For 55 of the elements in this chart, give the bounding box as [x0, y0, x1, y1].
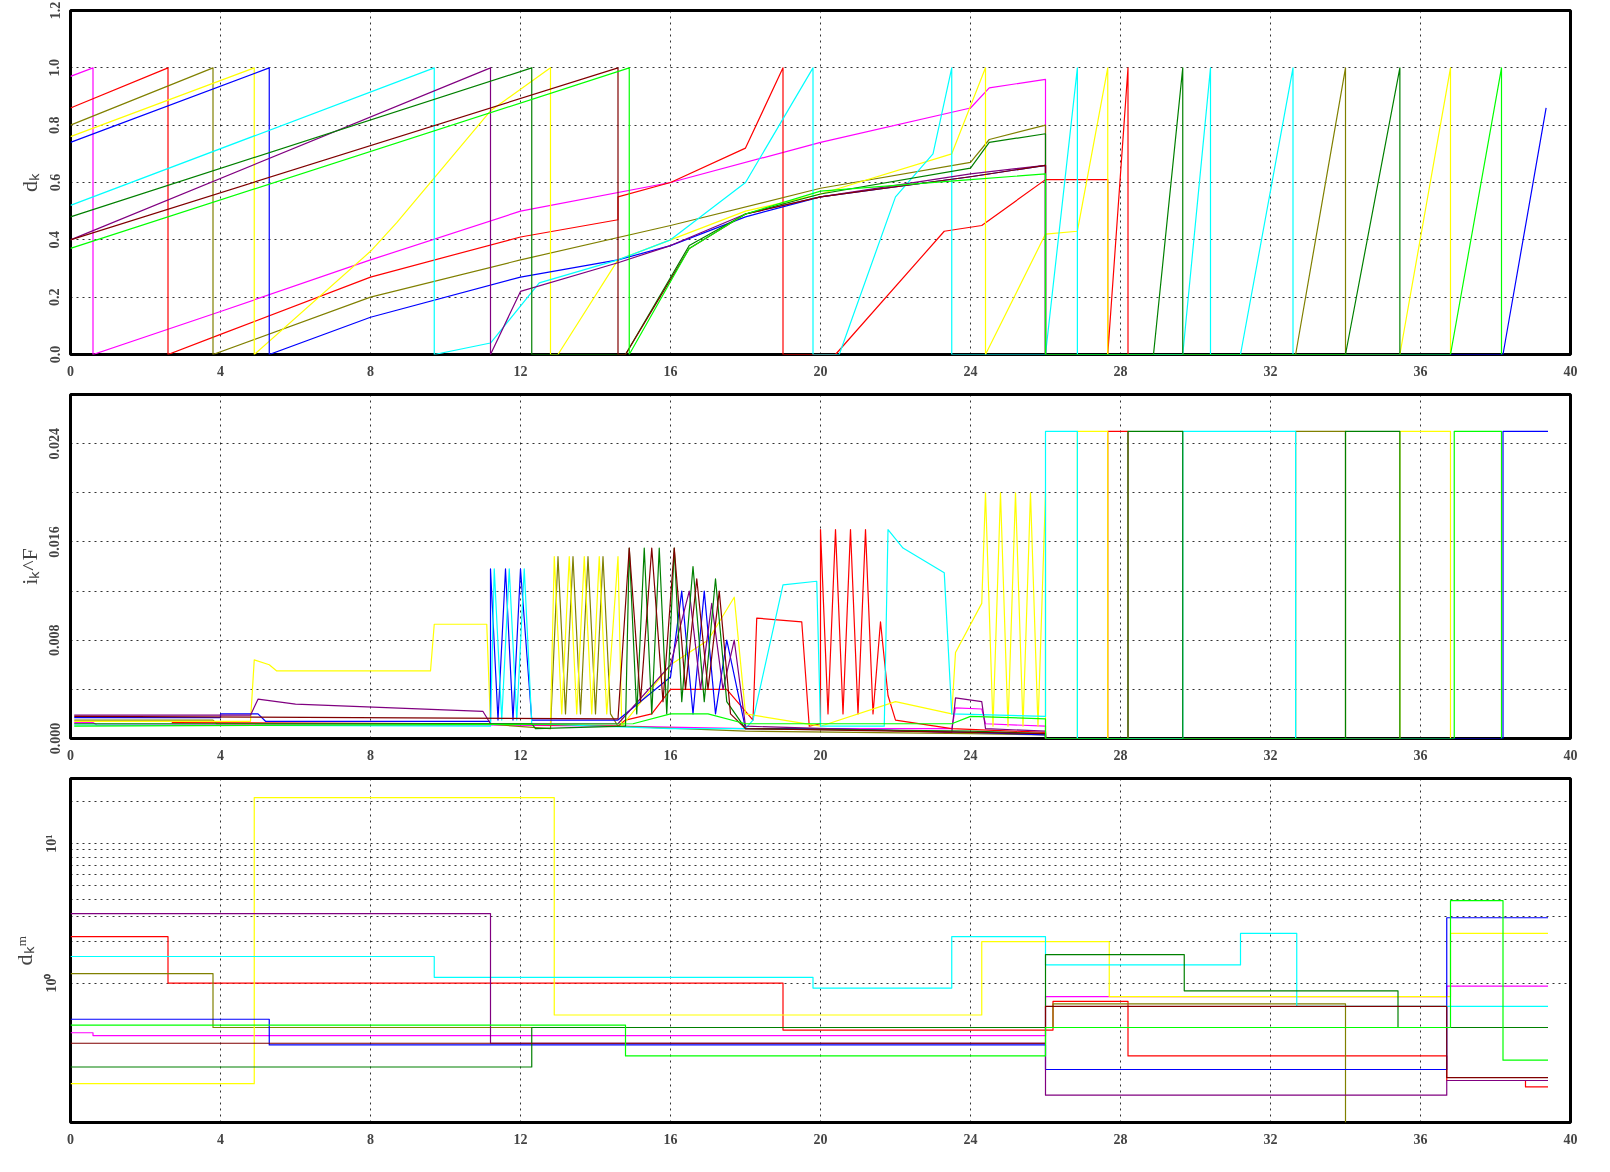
x-tick-label: 32 [1263, 747, 1278, 763]
y-tick-label: 0.4 [47, 231, 63, 249]
line-series [70, 917, 1549, 1071]
line-series [70, 953, 1549, 1068]
y-tick-label: 1.2 [47, 1, 63, 20]
x-tick-label: 40 [1563, 747, 1578, 763]
x-tick-label: 36 [1413, 1131, 1428, 1147]
x-tick-label: 36 [1413, 363, 1428, 379]
y-tick-label: 0.6 [47, 173, 63, 192]
x-tick-label: 16 [663, 363, 678, 379]
x-tick-label: 12 [513, 1131, 528, 1147]
x-tick-label: 4 [217, 1131, 224, 1147]
line-series [70, 900, 1549, 1061]
x-tick-label: 28 [1113, 1131, 1128, 1147]
x-tick-label: 8 [367, 363, 374, 379]
x-tick-label: 12 [513, 363, 528, 379]
x-tick-label: 24 [963, 1131, 978, 1147]
x-tick-label: 16 [663, 1131, 678, 1147]
x-tick-label: 32 [1263, 363, 1278, 379]
x-tick-label: 0 [67, 1131, 74, 1147]
line-series [70, 932, 1549, 1008]
y-tick-label: 0.008 [47, 624, 63, 656]
line-series [70, 936, 1549, 1088]
y-tick-label: 10⁰ [43, 973, 60, 993]
x-tick-label: 20 [813, 1131, 828, 1147]
x-tick-label: 40 [1563, 363, 1578, 379]
y-axis-title: iₖ^F [16, 548, 42, 585]
x-tick-label: 32 [1263, 1131, 1278, 1147]
x-tick-label: 24 [963, 363, 978, 379]
x-tick-label: 8 [367, 747, 374, 763]
x-tick-label: 28 [1113, 363, 1128, 379]
x-tick-label: 16 [663, 747, 678, 763]
y-tick-label: 0.8 [47, 116, 63, 134]
x-tick-label: 20 [813, 747, 828, 763]
line-series [70, 796, 1549, 1085]
y-axis-title: dₖᵐ [11, 935, 37, 966]
y-tick-label: 0.016 [47, 526, 63, 558]
x-tick-label: 36 [1413, 747, 1428, 763]
x-tick-label: 20 [813, 363, 828, 379]
y-tick-label: 0.000 [47, 722, 63, 755]
x-tick-label: 4 [217, 363, 224, 379]
y-axis-title: dₖ [16, 173, 42, 192]
y-tick-label: 10¹ [44, 834, 60, 853]
x-tick-label: 12 [513, 747, 528, 763]
y-tick-label: 0.0 [47, 345, 63, 364]
x-tick-label: 0 [67, 363, 74, 379]
y-tick-label: 0.2 [47, 288, 63, 306]
x-tick-label: 28 [1113, 747, 1128, 763]
y-tick-label: 1.0 [47, 59, 63, 77]
x-tick-label: 8 [367, 1131, 374, 1147]
y-tick-label: 0.024 [47, 427, 63, 460]
x-tick-label: 0 [67, 747, 74, 763]
x-tick-label: 4 [217, 747, 224, 763]
x-tick-label: 24 [963, 747, 978, 763]
x-tick-label: 40 [1563, 1131, 1578, 1147]
